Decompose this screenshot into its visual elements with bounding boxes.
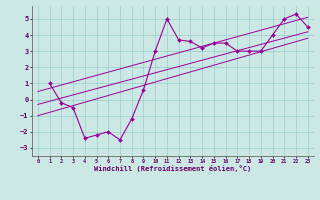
X-axis label: Windchill (Refroidissement éolien,°C): Windchill (Refroidissement éolien,°C): [94, 165, 252, 172]
